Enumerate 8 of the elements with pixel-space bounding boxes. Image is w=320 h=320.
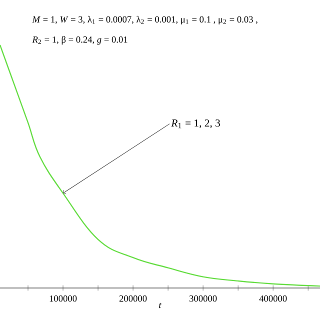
text: R$_{2}$ = 1, β = 0.24, g = 0.01 bbox=[32, 36, 128, 45]
x-tick-label: 400000 bbox=[259, 295, 287, 302]
x-tick-label: 200000 bbox=[119, 295, 147, 302]
text: M = 1, W = 3, λ$_{1}$ = 0.0007, λ$_{2}$ = 0.001, μ$_{1}$ = 0.1 , μ$_{2}$ = 0.03 , bbox=[32, 16, 258, 24]
x-tick-label: 300000 bbox=[190, 295, 217, 302]
x-axis-title: t bbox=[159, 302, 162, 308]
annotation: R$_{1}$ = 1, 2, 3 bbox=[171, 119, 220, 128]
x-tick-label: 100000 bbox=[50, 295, 77, 302]
